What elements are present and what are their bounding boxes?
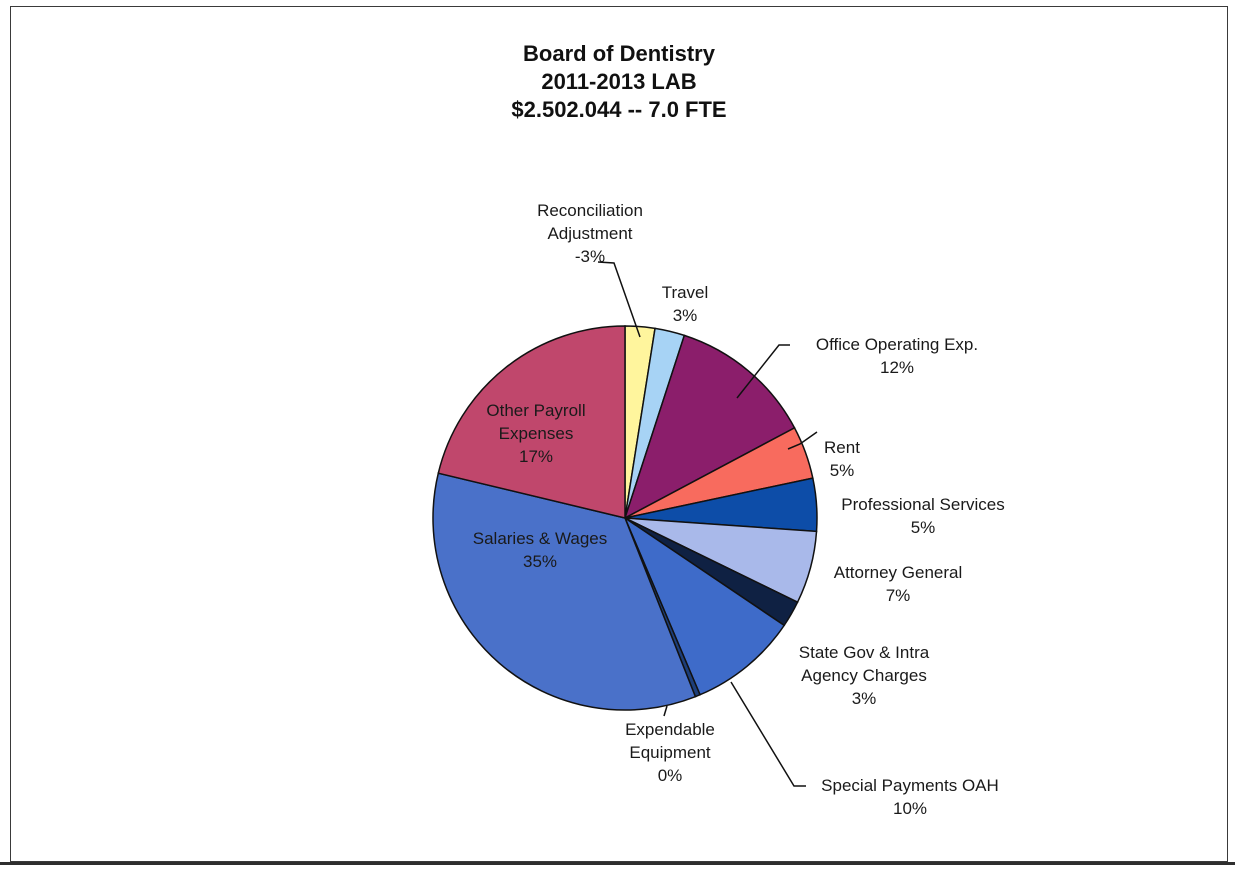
slice-label-line: Other Payroll (486, 401, 585, 420)
leader-expendable-equipment (663, 705, 668, 717)
leader-reconciliation-adjustment (597, 261, 641, 338)
slice-label-line: -3% (575, 247, 605, 266)
slice-label-office-operating-exp: Office Operating Exp. 12% (816, 335, 978, 377)
slice-label-line: State Gov & Intra (799, 643, 930, 662)
slice-label-rent: Rent 5% (824, 438, 860, 480)
bottom-rule (0, 862, 1235, 865)
slice-label-reconciliation-adjustment: Reconciliation Adjustment -3% (537, 201, 643, 266)
slice-label-travel: Travel 3% (662, 283, 709, 325)
slice-label-other-payroll-expenses: Other Payroll Expenses 17% (486, 401, 585, 466)
pie-slice-office-operating-exp (623, 334, 796, 520)
slice-label-line: Travel (662, 283, 709, 302)
slice-label-line: Expendable (625, 720, 715, 739)
leader-special-payments-oah (730, 681, 806, 787)
slice-label-attorney-general: Attorney General 7% (834, 563, 963, 605)
title-line-3: $2.502.044 -- 7.0 FTE (511, 97, 727, 122)
slice-label-line: Attorney General (834, 563, 963, 582)
title-line-2: 2011-2013 LAB (541, 69, 697, 94)
slice-label-line: Rent (824, 438, 860, 457)
slice-label-line: 0% (658, 766, 683, 785)
slice-label-line: 35% (523, 552, 557, 571)
slice-label-line: 17% (519, 447, 553, 466)
slice-label-line: 3% (852, 689, 877, 708)
slice-label-line: Salaries & Wages (473, 529, 607, 548)
slice-label-line: 12% (880, 358, 914, 377)
slice-label-line: Agency Charges (801, 666, 927, 685)
slice-label-professional-services: Professional Services 5% (841, 495, 1004, 537)
leader-office-operating-exp (736, 344, 790, 399)
slice-label-line: Office Operating Exp. (816, 335, 978, 354)
slice-label-line: 10% (893, 799, 927, 818)
slice-label-line: Expenses (499, 424, 574, 443)
slice-label-line: Professional Services (841, 495, 1004, 514)
slice-label-line: 5% (911, 518, 936, 537)
slice-label-state-gov-intra-agency-charges: State Gov & Intra Agency Charges 3% (799, 643, 930, 708)
slice-label-expendable-equipment: Expendable Equipment 0% (625, 720, 715, 785)
slice-label-line: Equipment (629, 743, 711, 762)
chart-title: Board of Dentistry 2011-2013 LAB $2.502.… (10, 40, 1228, 124)
slice-label-line: Adjustment (547, 224, 632, 243)
slice-label-line: Reconciliation (537, 201, 643, 220)
pie-slice-special-payments-oah (623, 515, 786, 696)
title-line-1: Board of Dentistry (523, 41, 715, 66)
slice-label-line: Special Payments OAH (821, 776, 999, 795)
pie-slice-salaries-wages (432, 472, 697, 711)
slice-label-line: 7% (886, 586, 911, 605)
slice-label-line: 3% (673, 306, 698, 325)
pie-slice-other-payroll-expenses (437, 325, 626, 519)
slice-label-line: 5% (830, 461, 855, 480)
slice-label-special-payments-oah: Special Payments OAH 10% (821, 776, 999, 818)
leader-rent (787, 431, 818, 450)
slice-label-salaries-wages: Salaries & Wages 35% (473, 529, 607, 571)
